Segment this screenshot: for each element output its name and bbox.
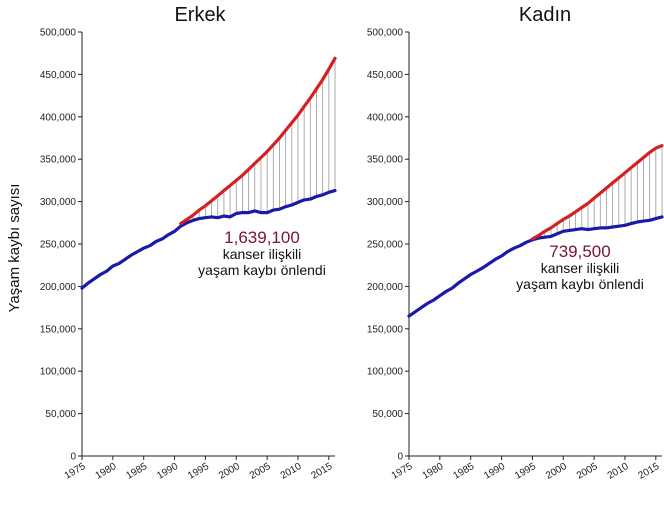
chart-title: Erkek — [174, 4, 226, 26]
x-tick-label: 2015 — [310, 461, 335, 482]
y-tick-label: 400,000 — [367, 112, 404, 123]
y-tick-label: 150,000 — [367, 324, 404, 335]
chart-title: Kadın — [519, 4, 571, 26]
x-tick-label: 2015 — [637, 461, 662, 482]
x-tick-label: 1980 — [421, 461, 446, 482]
x-tick-label: 2000 — [217, 461, 242, 482]
y-tick-label: 200,000 — [40, 282, 77, 293]
x-tick-label: 1975 — [63, 461, 88, 482]
x-tick-label: 2005 — [248, 461, 273, 482]
y-tick-label: 300,000 — [40, 197, 77, 208]
y-tick-label: 500,000 — [367, 28, 404, 39]
y-tick-label: 100,000 — [40, 367, 77, 378]
y-tick-label: 0 — [70, 452, 76, 463]
y-tick-label: 200,000 — [367, 282, 404, 293]
annotation-value: 739,500 — [549, 242, 610, 261]
x-tick-label: 1985 — [451, 461, 476, 482]
series-line-red — [179, 56, 337, 226]
y-tick-label: 300,000 — [367, 197, 404, 208]
annotation-line-1: kanser ilişkili — [541, 260, 620, 276]
x-tick-label: 1990 — [482, 461, 507, 482]
y-tick-label: 450,000 — [367, 70, 404, 81]
series-line-blue — [80, 189, 337, 290]
series-line-red — [530, 144, 664, 241]
y-tick-label: 0 — [397, 452, 403, 463]
y-axis-label: Yaşam kaybı sayısı — [6, 184, 23, 313]
x-tick-label: 2010 — [279, 461, 304, 482]
x-tick-label: 1995 — [513, 461, 538, 482]
y-tick-label: 50,000 — [372, 409, 403, 420]
y-tick-label: 250,000 — [40, 240, 77, 251]
x-tick-label: 1995 — [186, 461, 211, 482]
x-tick-label: 2010 — [606, 461, 631, 482]
annotation-line-2: yaşam kaybı önlendi — [516, 276, 644, 292]
x-tick-label: 1980 — [94, 461, 119, 482]
x-tick-label: 1990 — [155, 461, 180, 482]
y-tick-label: 350,000 — [40, 155, 77, 166]
y-tick-label: 150,000 — [40, 324, 77, 335]
annotation-value: 1,639,100 — [224, 228, 300, 247]
y-tick-label: 100,000 — [367, 367, 404, 378]
chart-panel-2: Kadın 0 50,000 100,000 150,000 200,000 250,000… — [367, 4, 664, 482]
y-tick-label: 450,000 — [40, 70, 77, 81]
y-tick-label: 400,000 — [40, 112, 77, 123]
y-tick-label: 500,000 — [40, 28, 77, 39]
x-tick-label: 1985 — [124, 461, 149, 482]
x-tick-label: 2005 — [575, 461, 600, 482]
chart-panel-1: Erkek 0 50,000 100,000 150,000 200,000 250,000… — [40, 4, 337, 482]
annotation-line-2: yaşam kaybı önlendi — [198, 262, 326, 278]
y-tick-label: 250,000 — [367, 240, 404, 251]
series-line-blue — [407, 215, 664, 318]
annotation-line-1: kanser ilişkili — [223, 246, 302, 262]
x-tick-label: 2000 — [544, 461, 569, 482]
x-tick-label: 1975 — [390, 461, 415, 482]
y-tick-label: 350,000 — [367, 155, 404, 166]
y-tick-label: 50,000 — [45, 409, 76, 420]
